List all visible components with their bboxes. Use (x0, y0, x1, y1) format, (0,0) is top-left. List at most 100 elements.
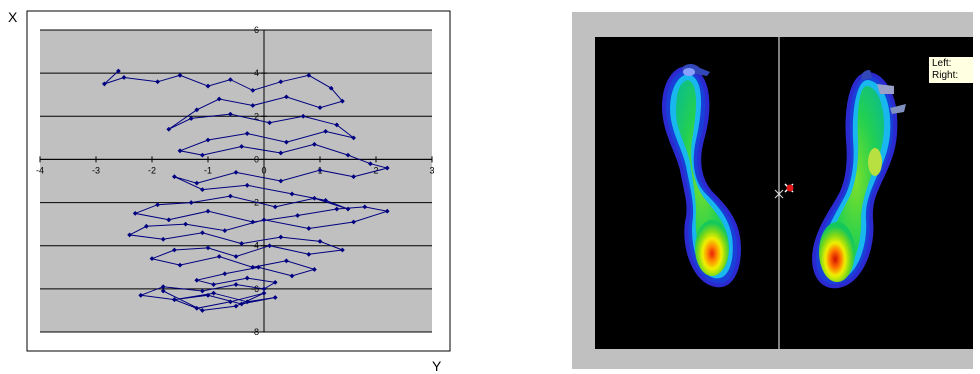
data-point (345, 206, 351, 212)
data-point (228, 111, 233, 117)
y-tick-label: 4 (254, 68, 259, 78)
data-point (222, 271, 228, 277)
data-point (102, 81, 107, 87)
data-point (362, 204, 368, 210)
data-point (239, 144, 244, 149)
data-point (340, 98, 345, 104)
x-tick-label: -1 (204, 165, 212, 175)
data-point (261, 286, 267, 292)
red-pin-icon (784, 183, 794, 193)
data-point (233, 282, 239, 287)
data-point (250, 219, 256, 225)
tooltip-left-label: Left: (932, 58, 952, 69)
data-point (312, 141, 317, 147)
data-point (250, 103, 256, 108)
y-tick-label: 0 (254, 154, 259, 164)
data-point (216, 96, 222, 102)
data-point (200, 230, 205, 236)
x-tick-label: -2 (148, 165, 156, 175)
data-point (284, 258, 289, 264)
y-tick-label: -6 (251, 284, 259, 294)
data-point (200, 187, 205, 193)
data-point (340, 247, 345, 253)
data-point (351, 174, 356, 180)
data-point (256, 264, 261, 270)
data-point (345, 152, 351, 158)
data-point (306, 72, 312, 78)
data-point (172, 174, 177, 180)
pressure-canvas (595, 37, 973, 349)
data-point (323, 198, 328, 203)
data-point (250, 88, 256, 93)
data-point (183, 221, 188, 227)
data-point (267, 120, 272, 126)
data-point (384, 208, 390, 214)
data-point (261, 290, 267, 296)
data-point (172, 297, 177, 303)
y-tick-label: 2 (254, 111, 259, 121)
data-point (172, 247, 177, 253)
data-point (216, 254, 222, 259)
data-point (155, 79, 160, 85)
data-point (233, 303, 239, 309)
data-point (284, 94, 289, 100)
data-point (384, 165, 390, 171)
cross-marker-icon (774, 189, 784, 199)
data-point (317, 239, 323, 244)
left-foot-print (661, 63, 741, 288)
data-point (312, 195, 317, 201)
y-tick-label: -4 (251, 241, 259, 251)
x-tick-label: 2 (373, 165, 378, 175)
data-point (300, 113, 306, 119)
data-point (177, 262, 183, 268)
data-point (278, 178, 284, 184)
tooltip: Left: Right: (929, 57, 973, 83)
data-point (334, 122, 340, 128)
data-point (244, 299, 250, 305)
data-point (121, 75, 127, 80)
data-point (205, 83, 211, 89)
data-point (272, 295, 278, 300)
data-point (205, 208, 211, 214)
data-point (155, 202, 160, 208)
x-tick-label: 0 (261, 165, 266, 175)
data-point (267, 243, 272, 249)
foot-pressure-panel: Left: Right: (572, 12, 973, 369)
data-point (351, 135, 356, 141)
data-point (149, 256, 155, 262)
data-point (334, 206, 340, 212)
data-point (166, 217, 172, 223)
data-point (239, 301, 244, 307)
data-point (306, 251, 312, 257)
data-point (160, 236, 166, 242)
data-point (295, 213, 300, 218)
data-point (284, 139, 289, 145)
data-point (244, 131, 250, 136)
tooltip-right-label: Right: (932, 70, 959, 81)
data-point (177, 72, 183, 78)
foot-pressure-map (595, 37, 973, 349)
data-point (144, 223, 149, 229)
data-point (233, 254, 239, 259)
data-point (351, 219, 356, 225)
data-point (317, 105, 323, 111)
data-point (278, 234, 284, 240)
data-point (177, 148, 183, 154)
y-tick-label: -8 (251, 327, 259, 337)
data-point (261, 217, 267, 223)
data-point (194, 305, 200, 311)
data-point (244, 182, 250, 188)
y-axis-letter: Y (432, 358, 442, 374)
data-point (194, 107, 200, 113)
x-tick-label: -4 (36, 165, 44, 175)
data-point (194, 277, 200, 283)
data-point (306, 226, 312, 231)
data-point (222, 228, 228, 234)
right-foot-print (812, 70, 906, 289)
data-point (317, 167, 323, 173)
data-point (289, 273, 295, 279)
data-point (272, 204, 278, 210)
data-point (323, 128, 328, 134)
